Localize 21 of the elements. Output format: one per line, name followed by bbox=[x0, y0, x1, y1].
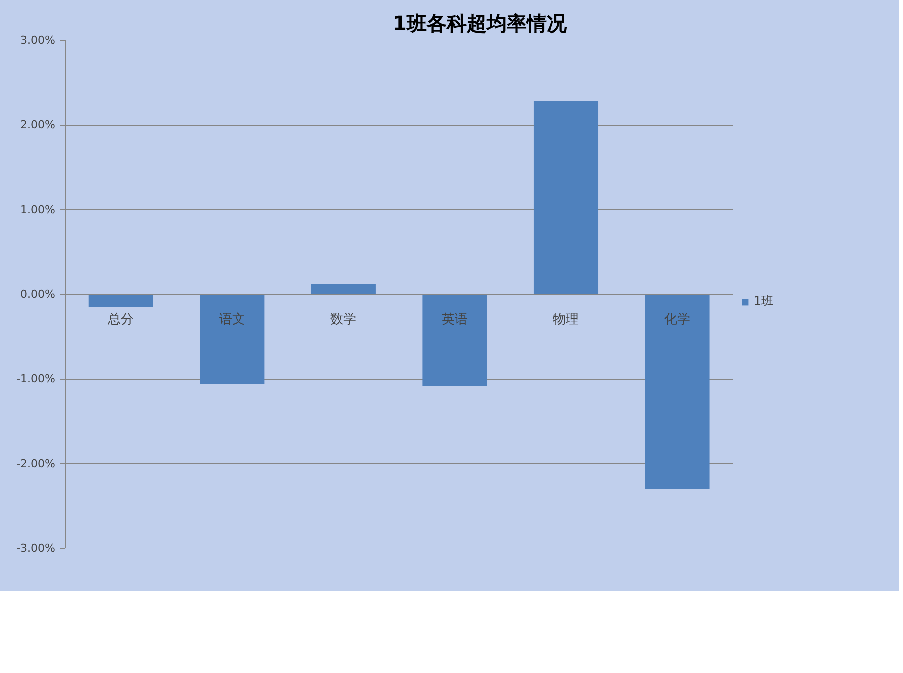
legend-label: 1班 bbox=[754, 293, 774, 310]
x-tick-label: 总分 bbox=[107, 312, 134, 328]
x-tick-label: 英语 bbox=[442, 312, 468, 328]
y-tick-label: -2.00% bbox=[16, 457, 56, 470]
chart-title: 1班各科超均率情况 bbox=[393, 12, 568, 36]
y-tick-label: 0.00% bbox=[20, 288, 56, 301]
bar bbox=[645, 294, 710, 490]
x-tick-label: 数学 bbox=[330, 312, 357, 328]
bar bbox=[88, 294, 154, 308]
x-tick-label: 化学 bbox=[664, 312, 691, 328]
bar bbox=[534, 101, 599, 294]
y-tick-label: -1.00% bbox=[16, 372, 56, 386]
bar bbox=[422, 294, 488, 386]
y-tick-label: -3.00% bbox=[16, 542, 56, 555]
y-tick-label: 2.00% bbox=[20, 118, 56, 132]
x-tick-label: 物理 bbox=[553, 312, 580, 328]
y-tick-label: 1.00% bbox=[20, 203, 56, 216]
bar bbox=[311, 284, 376, 294]
y-tick-label: 3.00% bbox=[20, 34, 56, 47]
bar bbox=[200, 294, 265, 384]
x-tick-label: 语文 bbox=[219, 312, 246, 328]
